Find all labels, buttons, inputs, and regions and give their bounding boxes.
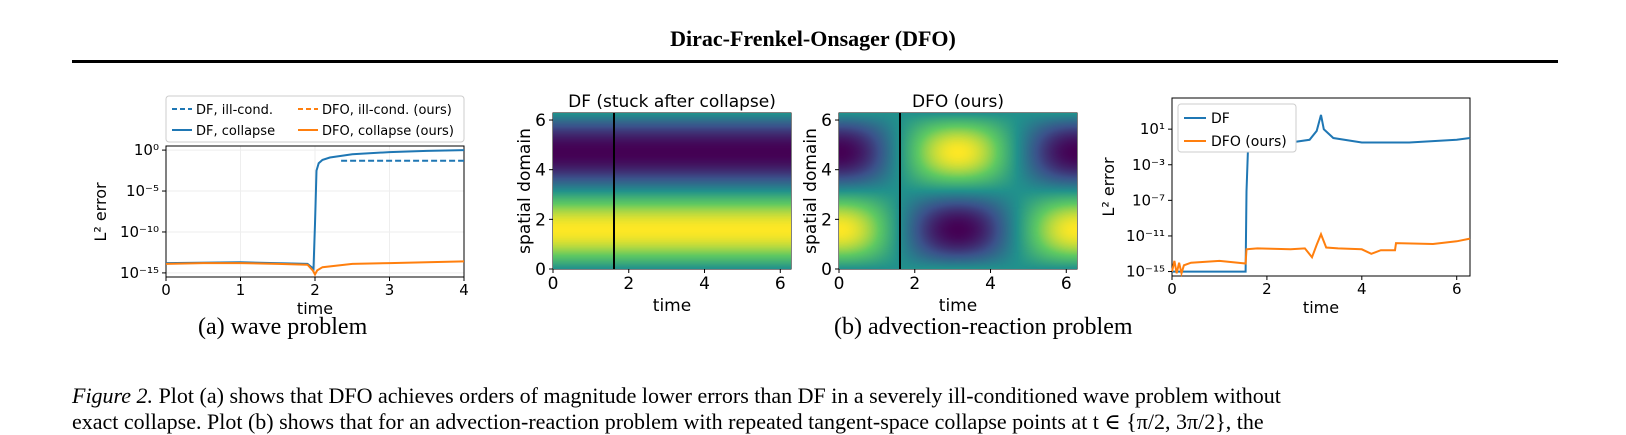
df-heatmap-ylabel: spatial domain (515, 128, 535, 254)
adv-ytick-label: 10⁻¹⁵ (1126, 263, 1165, 281)
advection-plot-series (1171, 114, 1471, 278)
df-collapse-marker (613, 113, 615, 269)
wave-ytick-label: 10⁻⁵ (126, 182, 159, 200)
wave-plot-legend: DF, ill-cond. DFO, ill-cond. (ours) DF, … (165, 95, 465, 143)
page-title: Dirac-Frenkel-Onsager (DFO) (670, 26, 956, 51)
dfo-heatmap-xtick-label: 6 (1061, 274, 1072, 294)
dfo-heatmap-ytick-label: 0 (821, 260, 832, 280)
df-heatmap-xtick-label: 4 (699, 274, 710, 294)
dfo-heatmap-xtick-label: 2 (909, 274, 920, 294)
dfo-heatmap-ticks: 00 2 2 4 4 6 6 (821, 111, 1072, 294)
df-heatmap-title: DF (stuck after collapse) (568, 92, 776, 112)
adv-ytick-label: 10⁻¹¹ (1126, 227, 1165, 245)
wave-series-dfo-collapse-ours- (165, 260, 465, 277)
wave-xtick-label: 2 (310, 281, 320, 299)
df-heatmap-ytick-label: 2 (535, 210, 546, 230)
advection-plot-xlabel: time (1303, 298, 1339, 317)
adv-xtick-label: 4 (1357, 280, 1367, 298)
wave-ytick-label: 10⁻¹⁵ (120, 264, 159, 282)
legend-df-label: DF (1211, 111, 1230, 127)
df-heatmap-xtick-label: 0 (548, 274, 559, 294)
df-heatmap-ytick-label: 4 (535, 161, 546, 181)
df-heatmap-xtick-label: 2 (623, 274, 634, 294)
subcaption-b: (b) advection-reaction problem (834, 314, 1133, 340)
title-rule (72, 60, 1558, 63)
df-heatmap-ytick-label: 0 (535, 260, 546, 280)
wave-ytick-label: 10⁻¹⁰ (120, 223, 159, 241)
dfo-heatmap-xtick-label: 4 (985, 274, 996, 294)
caption-line-1: Figure 2. Plot (a) shows that DFO achiev… (72, 383, 1558, 409)
advection-plot-frame (1171, 97, 1471, 277)
legend-dfo-illcond-label: DFO, ill-cond. (ours) (322, 103, 452, 118)
dfo-heatmap-ytick-label: 2 (821, 210, 832, 230)
subcaption-a: (a) wave problem (198, 314, 368, 340)
advection-plot-legend: DF DFO (ours) (1177, 103, 1297, 153)
figure-caption: Figure 2. Plot (a) shows that DFO achiev… (72, 383, 1558, 435)
dfo-heatmap-xtick-label: 0 (834, 274, 845, 294)
adv-xtick-label: 2 (1262, 280, 1272, 298)
dfo-heatmap-ylabel: spatial domain (801, 128, 821, 254)
advection-plot-ticks: 0 2 4 6 10¹ 10⁻³ 10⁻⁷ 10⁻¹¹ 10⁻¹⁵ (1126, 120, 1462, 298)
adv-ytick-label: 10¹ (1140, 120, 1165, 138)
wave-plot-xlabel: time (297, 299, 333, 318)
wave-ytick-label: 10⁰ (134, 141, 159, 159)
df-heatmap-ytick-label: 6 (535, 111, 546, 131)
legend-df-illcond-label: DF, ill-cond. (196, 103, 273, 118)
dfo-collapse-marker (899, 113, 901, 269)
adv-xtick-label: 6 (1452, 280, 1462, 298)
legend-dfo-collapse-label: DFO, collapse (ours) (322, 124, 454, 139)
wave-plot-ylabel: L² error (91, 182, 110, 242)
wave-plot-series (165, 149, 465, 277)
adv-series-dfo-ours- (1171, 231, 1471, 278)
df-heatmap-xlabel: time (653, 296, 691, 316)
wave-xtick-label: 3 (385, 281, 395, 299)
dfo-heatmap-xlabel: time (939, 296, 977, 316)
advection-legend-box (1177, 103, 1297, 153)
df-heatmap-image (553, 113, 791, 269)
legend-dfo-label: DFO (ours) (1211, 134, 1287, 150)
wave-xtick-label: 0 (161, 281, 171, 299)
dfo-heatmap-ytick-label: 4 (821, 161, 832, 181)
wave-xtick-label: 4 (459, 281, 469, 299)
adv-ytick-label: 10⁻³ (1132, 156, 1165, 174)
legend-df-collapse-label: DF, collapse (196, 124, 275, 139)
wave-xtick-label: 1 (236, 281, 246, 299)
dfo-heatmap-ytick-label: 6 (821, 111, 832, 131)
adv-ytick-label: 10⁻⁷ (1132, 191, 1165, 209)
dfo-heatmap-image (839, 113, 1077, 269)
wave-error-plot: 0 1 2 3 4 10⁰ 10⁻⁵ 10⁻¹⁰ 10⁻¹⁵ time L² error DF,… (91, 95, 469, 318)
adv-xtick-label: 0 (1167, 280, 1177, 298)
caption-line-2: exact collapse. Plot (b) shows that for … (72, 409, 1264, 434)
dfo-heatmap-svg: DFO (ours) 00 2 2 4 4 6 6 time spatial domain (801, 92, 1078, 316)
adv-series-df (1172, 114, 1471, 273)
caption-label: Figure 2. (72, 383, 154, 408)
df-heatmap-xtick-label: 6 (775, 274, 786, 294)
dfo-heatmap-title: DFO (ours) (912, 92, 1004, 112)
advection-plot-ylabel: L² error (1099, 157, 1118, 217)
wave-plot-ticks: 0 1 2 3 4 10⁰ 10⁻⁵ 10⁻¹⁰ 10⁻¹⁵ (120, 141, 469, 299)
wave-legend-box (165, 95, 465, 143)
df-heatmap-ticks: 00 2 2 4 4 6 6 (535, 111, 786, 294)
caption-text-1: Plot (a) shows that DFO achieves orders … (158, 383, 1281, 408)
